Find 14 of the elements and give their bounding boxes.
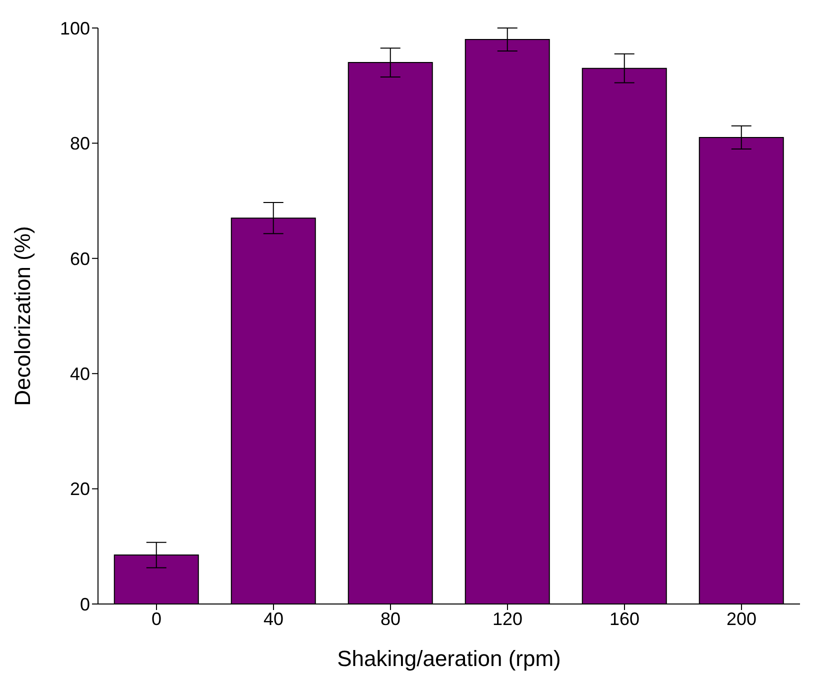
x-tick-label: 160 — [609, 608, 640, 629]
x-tick-label: 80 — [380, 608, 401, 629]
y-tick-label: 0 — [80, 594, 90, 614]
y-tick-label: 80 — [70, 134, 90, 154]
y-tick-label: 40 — [70, 364, 90, 384]
y-axis-title: Decolorization (%) — [10, 226, 35, 406]
y-tick-label: 60 — [70, 248, 90, 269]
y-tick-label: 20 — [70, 479, 90, 500]
x-tick-label: 0 — [151, 608, 162, 629]
x-tick-label: 120 — [492, 608, 523, 629]
x-tick-label: 40 — [263, 608, 284, 629]
x-tick-label: 200 — [726, 608, 757, 629]
y-tick-label: 100 — [60, 18, 90, 38]
x-axis-title: Shaking/aeration (rpm) — [337, 646, 561, 671]
